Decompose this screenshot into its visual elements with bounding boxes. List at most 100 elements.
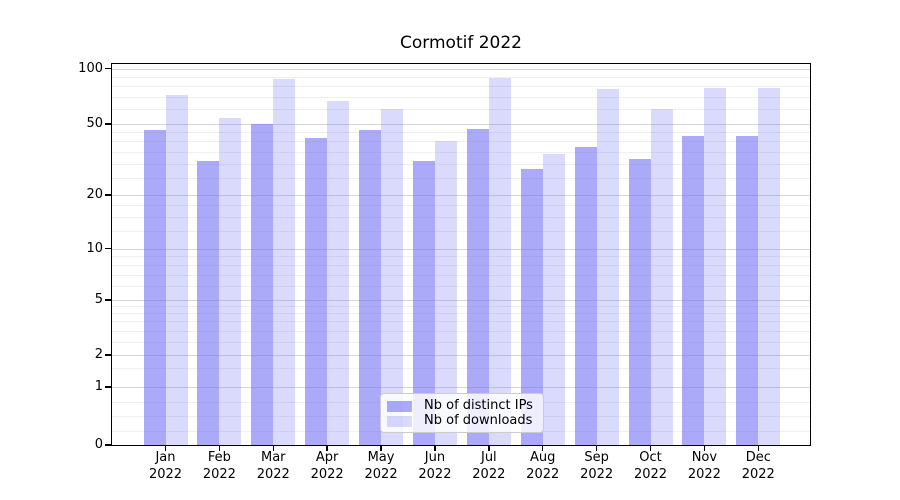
legend-item-downloads: Nb of downloads bbox=[387, 414, 535, 428]
bar-distinct-ips bbox=[305, 137, 328, 445]
bar-downloads bbox=[434, 141, 457, 445]
y-tick-mark bbox=[105, 123, 111, 125]
gridline-minor bbox=[112, 341, 810, 343]
bar-downloads bbox=[758, 88, 781, 445]
gridline-minor bbox=[112, 109, 810, 111]
gridline-minor bbox=[112, 286, 810, 288]
gridline-minor bbox=[112, 217, 810, 219]
legend-item-distinct-ips: Nb of distinct IPs bbox=[387, 399, 535, 413]
gridline-minor bbox=[112, 321, 810, 323]
x-tick-label: Mar 2022 bbox=[256, 450, 290, 482]
gridline-minor bbox=[112, 86, 810, 88]
gridline-minor bbox=[112, 368, 810, 370]
gridline-minor bbox=[112, 97, 810, 99]
gridline-minor bbox=[112, 141, 810, 143]
y-tick-mark bbox=[105, 194, 111, 196]
x-tick-mark bbox=[703, 446, 706, 451]
legend-label-downloads: Nb of downloads bbox=[424, 413, 533, 428]
y-tick-label: 50 bbox=[86, 116, 103, 131]
bar-downloads bbox=[542, 153, 565, 445]
bar-distinct-ips bbox=[359, 130, 382, 445]
y-tick-label: 1 bbox=[94, 379, 103, 394]
gridline-minor bbox=[112, 177, 810, 179]
legend-label-distinct-ips: Nb of distinct IPs bbox=[424, 398, 533, 413]
bar-distinct-ips bbox=[197, 161, 220, 445]
gridline-minor bbox=[112, 265, 810, 267]
gridline-minor bbox=[112, 256, 810, 258]
x-tick-label: May 2022 bbox=[364, 450, 398, 482]
bar-distinct-ips bbox=[574, 147, 597, 445]
gridline-minor bbox=[112, 205, 810, 207]
x-tick-label: Apr 2022 bbox=[310, 450, 344, 482]
bar-downloads bbox=[165, 94, 188, 445]
legend-swatch-downloads bbox=[387, 415, 412, 427]
bar-distinct-ips bbox=[251, 124, 274, 445]
gridline-minor bbox=[112, 76, 810, 78]
x-tick-mark bbox=[757, 446, 759, 451]
y-tick-label: 100 bbox=[78, 60, 103, 76]
bar-distinct-ips bbox=[682, 135, 705, 445]
gridline-major bbox=[112, 195, 810, 196]
bar-distinct-ips bbox=[412, 161, 435, 445]
y-tick-mark bbox=[105, 299, 111, 301]
y-tick-mark bbox=[105, 67, 111, 70]
x-tick-mark bbox=[164, 446, 167, 451]
bar-distinct-ips bbox=[520, 168, 543, 445]
x-tick-label: Jun 2022 bbox=[418, 450, 452, 482]
gridline-minor bbox=[112, 132, 810, 134]
x-tick-mark bbox=[488, 446, 490, 451]
bar-downloads bbox=[327, 100, 350, 445]
y-tick-mark bbox=[105, 247, 111, 250]
legend: Nb of distinct IPs Nb of downloads bbox=[380, 393, 544, 433]
y-tick-label: 5 bbox=[94, 292, 103, 307]
y-tick-label: 10 bbox=[86, 240, 103, 256]
x-tick-mark bbox=[326, 446, 328, 451]
plot-area: Nb of distinct IPs Nb of downloads bbox=[111, 63, 811, 446]
y-tick-mark bbox=[105, 444, 111, 446]
x-tick-label: Nov 2022 bbox=[687, 450, 721, 482]
bar-downloads bbox=[381, 109, 404, 445]
x-tick-label: Sep 2022 bbox=[580, 450, 614, 482]
legend-swatch-distinct-ips bbox=[387, 400, 412, 412]
x-tick-mark bbox=[272, 446, 274, 451]
gridline-minor bbox=[112, 313, 810, 315]
gridline-major bbox=[112, 300, 810, 301]
gridline-minor bbox=[112, 330, 810, 332]
gridline-major bbox=[112, 355, 810, 356]
x-tick-mark bbox=[218, 446, 221, 451]
gridline-major bbox=[112, 248, 810, 250]
gridline-minor bbox=[112, 151, 810, 153]
bar-distinct-ips bbox=[736, 135, 759, 445]
x-tick-label: Jul 2022 bbox=[472, 450, 506, 482]
bar-downloads bbox=[650, 109, 673, 445]
gridline-major bbox=[112, 387, 810, 388]
y-tick-label: 2 bbox=[94, 347, 103, 362]
chart-title: Cormotif 2022 bbox=[400, 33, 522, 53]
gridline-minor bbox=[112, 306, 810, 308]
bar-downloads bbox=[488, 77, 511, 445]
y-tick-label: 0 bbox=[94, 437, 103, 452]
x-tick-mark bbox=[595, 446, 598, 451]
gridlines-layer bbox=[112, 64, 810, 445]
bar-downloads bbox=[596, 89, 619, 445]
bar-distinct-ips bbox=[143, 130, 166, 445]
bar-downloads bbox=[704, 88, 727, 445]
gridline-minor bbox=[112, 163, 810, 165]
bar-downloads bbox=[219, 117, 242, 445]
bar-distinct-ips bbox=[628, 158, 651, 445]
x-tick-label: Aug 2022 bbox=[526, 450, 560, 482]
y-tick-label: 20 bbox=[86, 187, 103, 202]
gridline-major bbox=[112, 68, 810, 70]
x-tick-mark bbox=[649, 446, 652, 451]
x-tick-mark bbox=[380, 446, 382, 451]
bar-distinct-ips bbox=[466, 128, 489, 445]
gridline-minor bbox=[112, 275, 810, 276]
gridline-major bbox=[112, 124, 810, 125]
x-tick-mark bbox=[542, 446, 544, 451]
x-tick-label: Dec 2022 bbox=[741, 450, 775, 482]
x-tick-label: Jan 2022 bbox=[148, 450, 183, 482]
y-tick-mark bbox=[105, 386, 111, 388]
x-tick-label: Oct 2022 bbox=[633, 450, 668, 482]
x-tick-label: Feb 2022 bbox=[202, 450, 236, 482]
